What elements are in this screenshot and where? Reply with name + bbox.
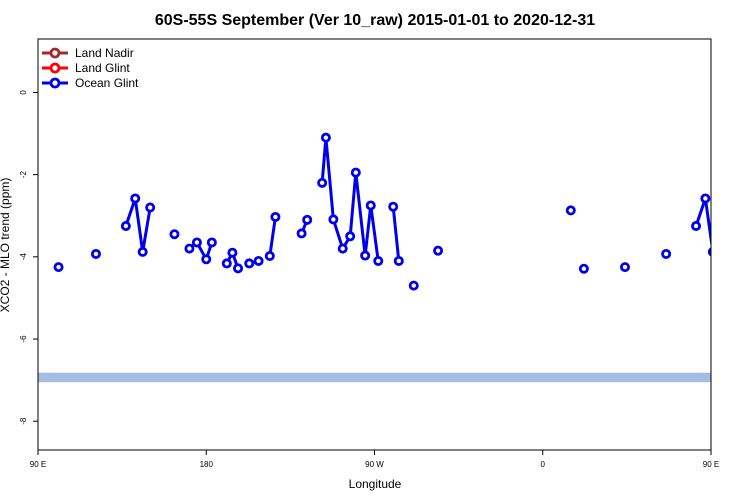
y-tick-label: -8 xyxy=(19,417,28,425)
x-axis-label: Longitude xyxy=(349,477,402,491)
plot-frame xyxy=(37,38,712,451)
data-point xyxy=(388,201,399,212)
y-axis-label: XCO2 - MLO trend (ppm) xyxy=(0,178,12,313)
data-point xyxy=(244,258,255,269)
data-point xyxy=(137,246,148,257)
data-point xyxy=(296,228,307,239)
y-tick-label: 0 xyxy=(19,90,28,95)
data-point xyxy=(578,263,589,274)
series-line xyxy=(391,206,401,262)
y-tick-label: -6 xyxy=(19,335,28,343)
data-point xyxy=(130,193,141,204)
y-tick-label: -2 xyxy=(19,171,28,179)
legend-label: Land Nadir xyxy=(75,46,134,60)
data-point xyxy=(221,258,232,269)
data-point xyxy=(707,247,711,257)
legend-swatch-marker xyxy=(49,77,61,89)
x-tick-label: 0 xyxy=(541,460,546,469)
legend-swatch-marker xyxy=(49,47,61,59)
data-point xyxy=(191,237,202,248)
reference-band-layer xyxy=(38,372,711,383)
data-point xyxy=(264,251,275,262)
legend-label: Ocean Glint xyxy=(75,76,139,90)
y-tick-label: -4 xyxy=(19,253,28,261)
data-point xyxy=(700,193,711,204)
data-point xyxy=(169,229,180,240)
x-tick-label: 180 xyxy=(200,460,214,469)
x-tick-label: 90 W xyxy=(365,460,384,469)
data-point xyxy=(350,167,361,178)
data-point xyxy=(360,250,371,261)
x-tick-label: 90 E xyxy=(703,460,719,469)
data-point xyxy=(227,247,238,258)
data-point xyxy=(337,243,348,254)
series-line xyxy=(320,136,380,262)
data-point xyxy=(717,204,724,211)
data-point xyxy=(201,254,212,265)
series-line xyxy=(268,216,277,257)
y-axis-ticks: 0 -2 -4 -6 -8 xyxy=(19,90,38,425)
data-point xyxy=(145,202,156,213)
x-tick-label: 90 E xyxy=(30,460,46,469)
data-point xyxy=(345,231,356,242)
data-point xyxy=(373,255,384,266)
reference-band xyxy=(38,372,711,383)
data-point xyxy=(320,132,331,143)
legend-swatch-marker xyxy=(49,62,61,74)
x-axis-ticks: 90 E 180 90 W 0 90 E xyxy=(30,450,719,469)
series-line xyxy=(694,196,711,250)
legend-label: Land Glint xyxy=(75,61,130,75)
data-point xyxy=(393,255,404,266)
data-point xyxy=(328,214,339,225)
data-point xyxy=(120,221,131,232)
data-point xyxy=(565,205,576,216)
data-point xyxy=(317,177,328,188)
data-point xyxy=(184,243,195,254)
data-point xyxy=(433,245,444,256)
data-point xyxy=(206,237,217,248)
data-point xyxy=(270,211,281,222)
data-point xyxy=(90,248,101,259)
data-point xyxy=(53,262,64,273)
series-line xyxy=(124,196,152,254)
data-point xyxy=(365,200,376,211)
data-point xyxy=(741,231,748,238)
data-point xyxy=(661,248,672,259)
data-point xyxy=(233,263,244,274)
data-point xyxy=(253,255,264,266)
data-point xyxy=(302,214,313,225)
data-point xyxy=(408,280,419,291)
series-layer xyxy=(53,132,748,291)
chart-title: 60S-55S September (Ver 10_raw) 2015-01-0… xyxy=(155,12,595,29)
data-point xyxy=(691,221,702,232)
data-point xyxy=(620,262,631,273)
